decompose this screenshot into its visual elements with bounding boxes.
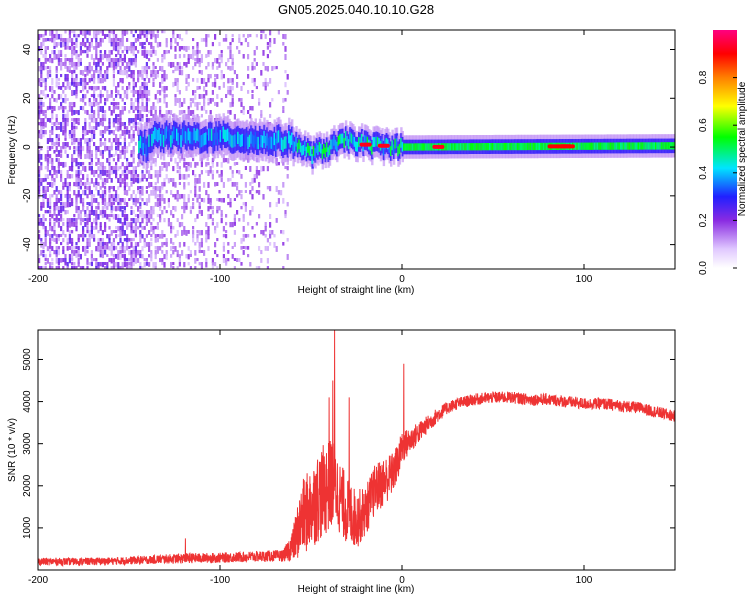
- snr-ytick-label: 2000: [22, 474, 33, 497]
- spectrogram-ytick-label: 40: [22, 44, 33, 56]
- spectrogram-ylabel: Frequency (Hz): [7, 116, 18, 185]
- colorbar-tick-label: 0.0: [698, 261, 709, 275]
- spectrogram-xtick-label: 0: [399, 274, 405, 285]
- snr-xtick-label: 100: [576, 575, 593, 586]
- spectrogram-ytick-label: 0: [22, 144, 33, 150]
- colorbar-tick-label: 0.2: [698, 213, 709, 227]
- figure-title: GN05.2025.040.10.10.G28: [278, 2, 434, 17]
- colorbar: 0.0 0.2 0.4 0.6 0.8 Normalized spectral ampl…: [698, 30, 748, 275]
- snr-ylabel: SNR (10 * v/v): [7, 418, 18, 482]
- snr-xtick-label: 0: [399, 575, 405, 586]
- spectrogram-heatmap: [38, 30, 675, 269]
- spectrogram-frame: [37, 29, 676, 270]
- spectrogram-ytick-label: -40: [22, 237, 33, 252]
- snr-xtick-label: -100: [210, 575, 230, 586]
- snr-ytick-label: 1000: [22, 516, 33, 539]
- colorbar-tick-label: 0.6: [698, 118, 709, 132]
- spectrogram-xtick-label: -200: [28, 274, 48, 285]
- colorbar-ticks: 0.0 0.2 0.4 0.6 0.8: [698, 70, 737, 275]
- snr-ytick-label: 4000: [22, 390, 33, 413]
- snr-frame: [37, 329, 676, 571]
- colorbar-tick-label: 0.8: [698, 70, 709, 84]
- snr-ticks: -200 -100 0 100 1000 2000 3000 4000 5000: [22, 330, 675, 586]
- colorbar-tick-label: 0.4: [698, 165, 709, 179]
- spectrogram-xtick-label: 100: [576, 274, 593, 285]
- snr-series-line: [38, 330, 675, 568]
- snr-panel: -200 -100 0 100 1000 2000 3000 4000 5000 Height …: [7, 329, 676, 595]
- colorbar-label: Normalized spectral amplitude: [737, 81, 748, 216]
- spectrogram-ytick-label: 20: [22, 92, 33, 104]
- snr-ytick-label: 3000: [22, 432, 33, 455]
- snr-ytick-label: 5000: [22, 348, 33, 371]
- snr-xtick-label: -200: [28, 575, 48, 586]
- colorbar-gradient: [713, 30, 737, 268]
- spectrogram-xlabel: Height of straight line (km): [298, 285, 415, 296]
- spectrogram-xtick-label: -100: [210, 274, 230, 285]
- spectrogram-ytick-label: -20: [22, 188, 33, 203]
- snr-xlabel: Height of straight line (km): [298, 584, 415, 595]
